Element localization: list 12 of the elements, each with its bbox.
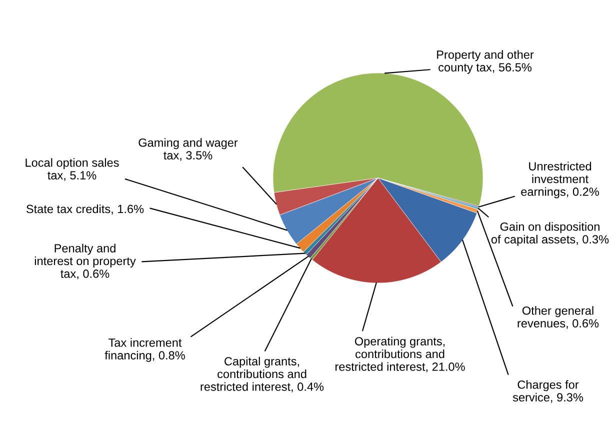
slice-label: Other general revenues, 0.6% bbox=[518, 306, 599, 329]
slice-label: Charges for service, 9.3% bbox=[512, 380, 584, 403]
slice-label: Operating grants, contributions and restricted interest, 21.0% bbox=[336, 336, 465, 372]
slice-label: Gain on disposition of capital assets, 0.3% bbox=[491, 222, 609, 246]
slice-label: Gaming and wager tax, 3.5% bbox=[138, 138, 238, 161]
slice-label: Unrestricted investment earnings, 0.2% bbox=[521, 162, 599, 198]
slice-label: Tax increment financing, 0.8% bbox=[104, 338, 185, 362]
slice-label: Capital grants, contributions and restricted interest, 0.4% bbox=[200, 356, 324, 392]
slice-label: Local option sales tax, 5.1% bbox=[26, 158, 119, 181]
slice-label: Penalty and interest on property tax, 0.6% bbox=[34, 244, 136, 280]
slice-label: Property and other county tax, 56.5% bbox=[437, 50, 534, 74]
slice-label: State tax credits, 1.6% bbox=[26, 204, 144, 215]
